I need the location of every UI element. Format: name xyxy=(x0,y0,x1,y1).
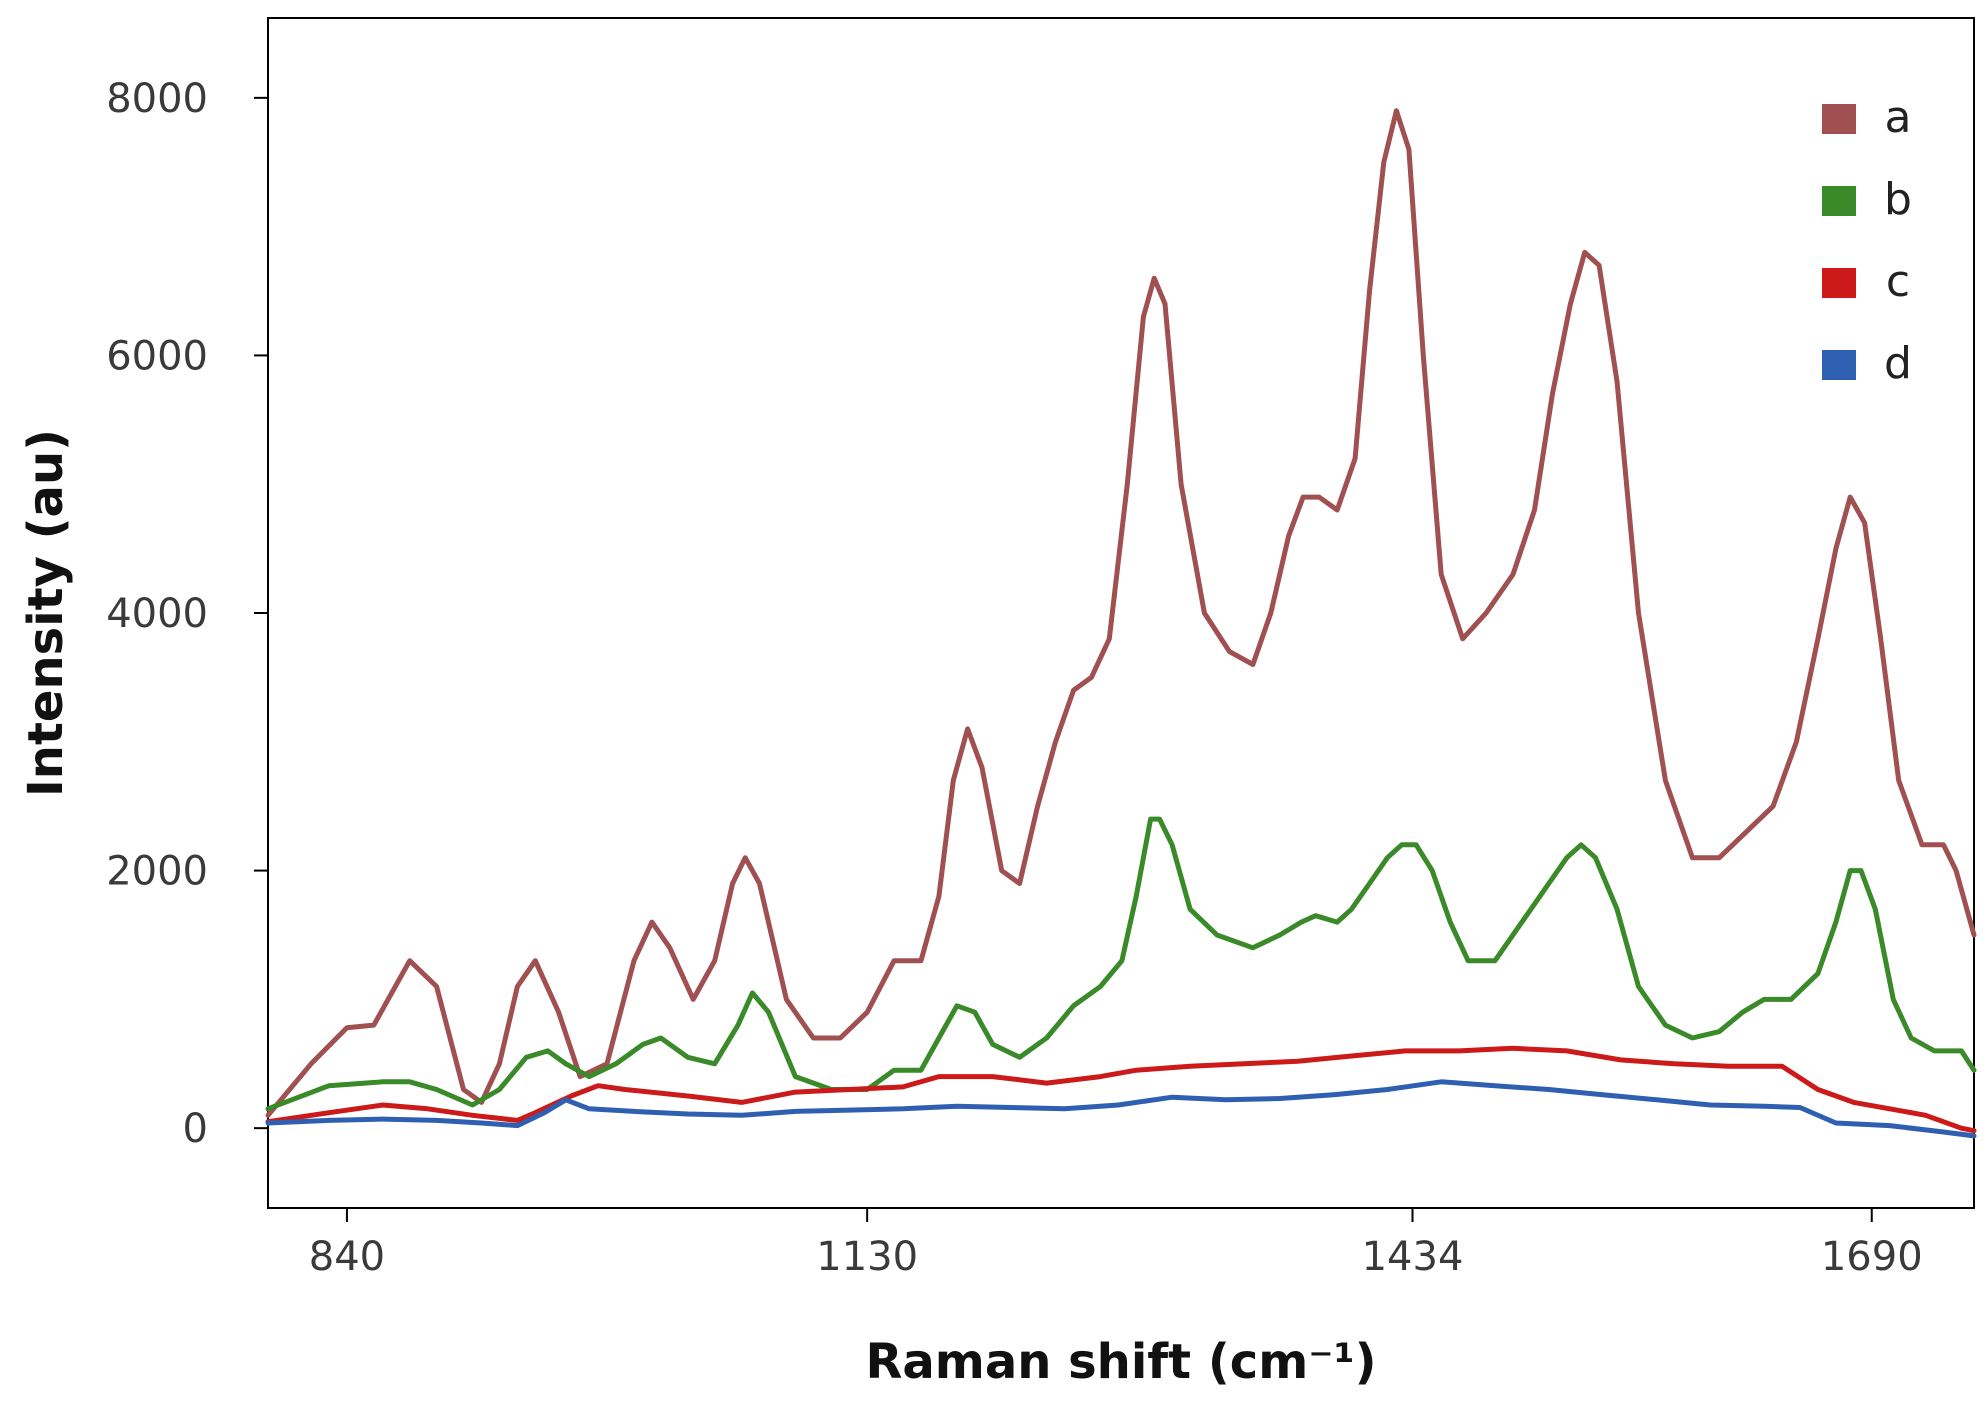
legend-swatch-c xyxy=(1822,268,1856,298)
y-axis-label: Intensity (au) xyxy=(18,429,74,797)
legend-label-c: c xyxy=(1886,256,1910,307)
x-tick-label: 1690 xyxy=(1821,1234,1923,1280)
y-tick-label: 4000 xyxy=(106,591,208,637)
plot-area xyxy=(267,17,1975,1209)
series-layer xyxy=(265,108,1977,1139)
y-tick-label: 0 xyxy=(183,1106,208,1152)
y-tick-label: 2000 xyxy=(106,849,208,895)
x-axis-label: Raman shift (cm⁻¹) xyxy=(865,1334,1376,1390)
x-tick-label: 1130 xyxy=(816,1234,918,1280)
x-tick-label: 1434 xyxy=(1362,1234,1464,1280)
y-axis-ticks: 0 2000 4000 6000 8000 xyxy=(106,76,268,1152)
legend-label-b: b xyxy=(1884,174,1912,225)
x-tick-label: 840 xyxy=(309,1234,385,1280)
y-tick-label: 6000 xyxy=(106,333,208,379)
y-tick-label: 8000 xyxy=(106,76,208,122)
x-axis-ticks: 840 1130 1434 1690 xyxy=(309,1208,1923,1280)
legend-swatch-b xyxy=(1822,186,1856,216)
legend-label-d: d xyxy=(1884,338,1912,389)
legend-swatch-d xyxy=(1822,350,1856,380)
legend-swatch-a xyxy=(1822,104,1856,134)
series-line-c xyxy=(265,1045,1977,1134)
series-line-a xyxy=(265,108,1977,1118)
legend-label-a: a xyxy=(1885,92,1912,143)
series-line-b xyxy=(265,816,1977,1112)
series-line-d xyxy=(265,1079,1977,1139)
